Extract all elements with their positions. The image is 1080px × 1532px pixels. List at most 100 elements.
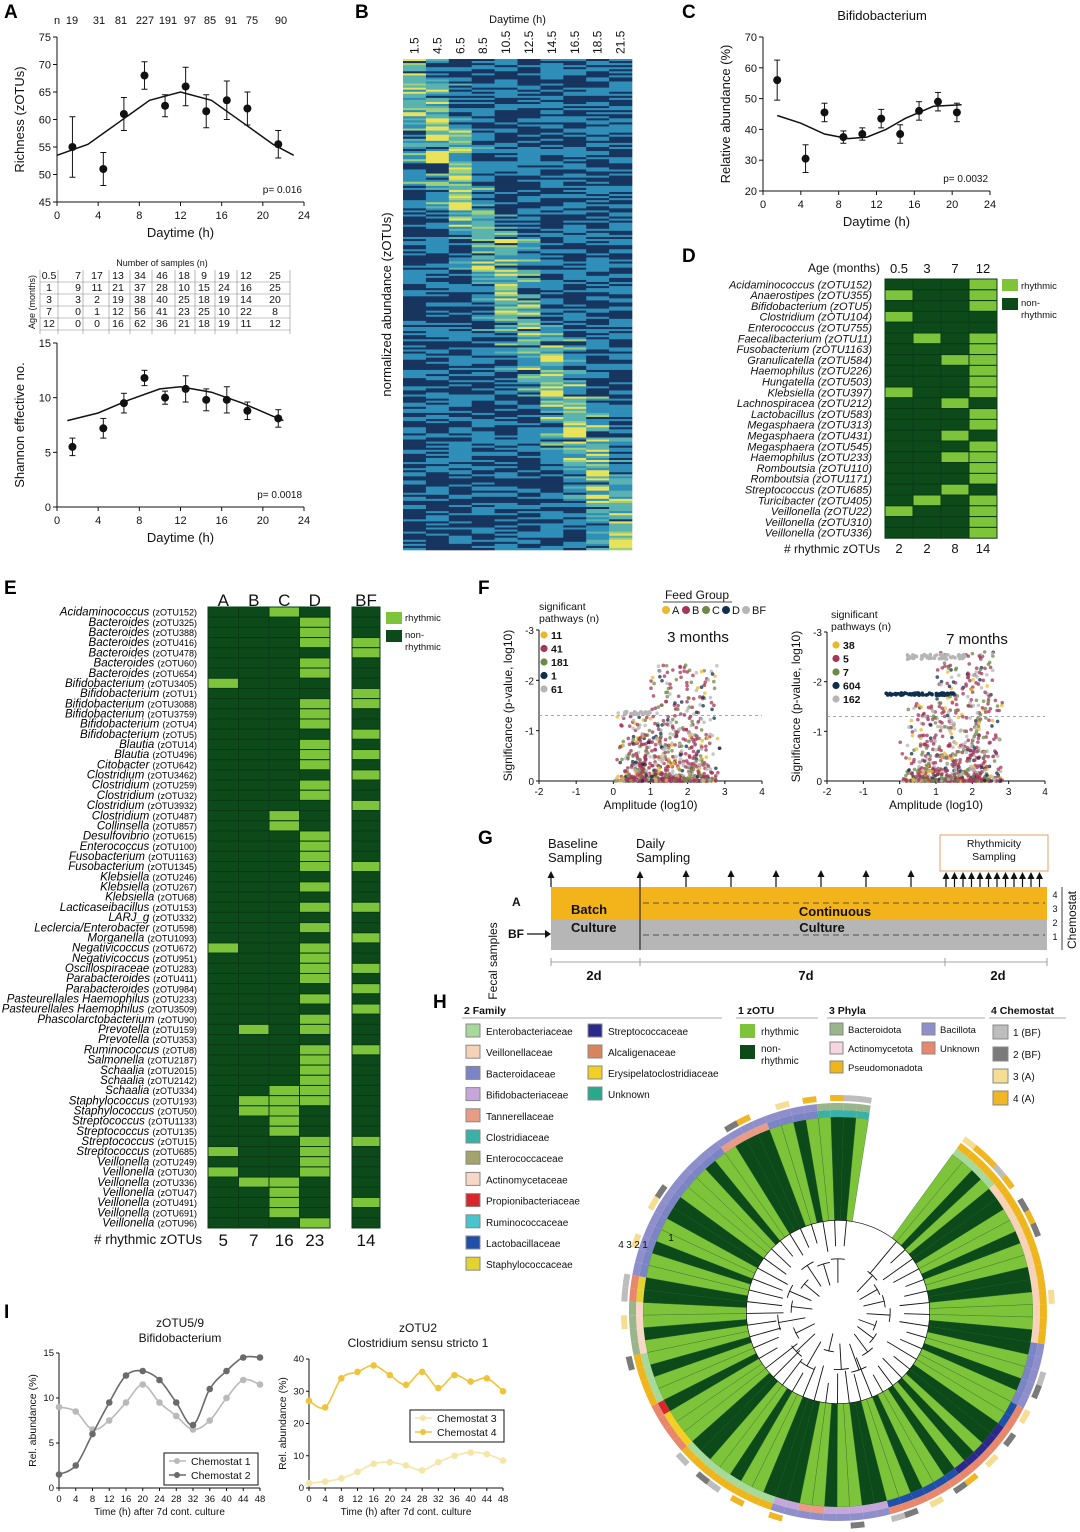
heatmap-cell: [207, 1084, 239, 1097]
heatmap-cell: [494, 296, 518, 299]
scatter-point: [682, 665, 687, 670]
heatmap-cell: [609, 531, 633, 534]
scatter-point: [643, 723, 647, 728]
heatmap-cell: [494, 333, 518, 336]
heatmap-cell: [448, 453, 472, 457]
heatmap-cell: [494, 63, 518, 66]
heatmap-cell: [425, 345, 450, 348]
heatmap-cell: [540, 243, 564, 246]
heatmap-cell: [517, 163, 541, 166]
heatmap-cell: [238, 606, 270, 618]
heatmap-cell: [448, 67, 472, 70]
heatmap-cell: [540, 138, 564, 142]
scatter-point: [628, 714, 633, 719]
heatmap-cell: [238, 952, 270, 964]
heatmap-cell: [563, 85, 587, 88]
heatmap-cell: [517, 511, 541, 514]
heatmap-cell: [540, 104, 564, 107]
scatter-point: [949, 757, 954, 761]
scatter-point: [978, 678, 982, 682]
heatmap-cell: [238, 1013, 270, 1025]
scatter-point: [971, 703, 976, 708]
scatter-point: [678, 712, 683, 716]
heatmap-cell: [403, 337, 427, 340]
heatmap-cell-bf: [351, 1146, 381, 1158]
heatmap-cell: [563, 478, 587, 481]
heatmap-cell: [299, 972, 331, 985]
scatter-point: [691, 696, 696, 701]
heatmap-cell: [448, 511, 472, 514]
heatmap-row-label: Leclercia/Enterobacter (zOTU598): [34, 922, 197, 934]
scatter-point: [690, 719, 694, 724]
table-cell: 37: [134, 282, 146, 294]
heatmap-cell: [609, 543, 633, 547]
heatmap-cell: [425, 414, 450, 418]
heatmap-cell: [425, 312, 450, 316]
heatmap-cell: [268, 789, 300, 801]
heatmap-cell: [586, 61, 610, 64]
heatmap-cell: [540, 316, 564, 320]
heatmap-cell: [494, 453, 518, 457]
scatter-point: [973, 758, 977, 763]
heatmap-cell: [609, 200, 633, 203]
heatmap-cell: [494, 388, 518, 391]
data-point: [99, 165, 108, 173]
scatter-point: [685, 709, 689, 713]
heatmap-cell: [563, 177, 587, 181]
heatmap-cell: [403, 269, 427, 273]
data-point: [68, 143, 77, 151]
heatmap-cell: [517, 296, 541, 299]
heatmap-cell: [494, 165, 518, 168]
sample-count: 227: [136, 15, 154, 27]
heatmap-row-label: Bacteroides (zOTU654): [89, 668, 197, 680]
heatmap-cell: [494, 212, 518, 215]
sig-legend-title-2: pathways (n): [539, 613, 599, 625]
heatmap-cell: [425, 359, 450, 363]
heatmap-cell: [609, 392, 633, 395]
scatter-point: [621, 779, 626, 783]
heatmap-cell: [609, 302, 633, 305]
table-cell: 18: [198, 318, 210, 330]
heatmap-cell: [403, 439, 427, 442]
scatter-point: [663, 766, 668, 771]
heatmap-cell: [403, 298, 427, 301]
heatmap-cell: [207, 1034, 239, 1046]
heatmap-cell: [448, 378, 472, 381]
scatter-point: [924, 767, 929, 772]
heatmap-cell: [403, 263, 427, 266]
heatmap-cell: [540, 486, 564, 489]
heatmap-cell: [563, 547, 587, 551]
scatter-point: [937, 747, 941, 752]
heatmap-cell: [471, 89, 495, 93]
heatmap-cell: [609, 97, 633, 101]
heatmap-cell: [268, 810, 300, 822]
heatmap-cell: [448, 183, 472, 187]
heatmap-cell: [586, 435, 610, 438]
heatmap-cell: [403, 220, 427, 223]
heatmap-cell: [425, 97, 450, 101]
heatmap-cell: [425, 439, 450, 442]
scatter-point: [935, 724, 940, 729]
heatmap-cell-bf: [351, 749, 381, 761]
heatmap-cell: [207, 881, 239, 893]
heatmap-cell: [540, 451, 564, 455]
scatter-point: [664, 778, 669, 783]
scatter-point: [702, 771, 707, 776]
heatmap-cell: [471, 482, 495, 485]
heatmap-cell: [540, 372, 564, 375]
scatter-point: [686, 731, 691, 735]
heatmap-cell: [425, 104, 450, 107]
scatter-point: [669, 763, 673, 768]
scatter-point: [671, 732, 676, 737]
heatmap-cell: [540, 523, 564, 526]
heatmap-cell: [517, 83, 541, 86]
heatmap-cell: [448, 220, 472, 223]
heatmap-cell: [540, 132, 564, 135]
heatmap-cell: [425, 449, 450, 453]
heatmap-cell: [940, 418, 970, 431]
heatmap-cell: [448, 380, 472, 383]
heatmap-cell: [425, 316, 450, 320]
p-value-annotation: p= 0.016: [263, 185, 303, 196]
heatmap-cell: [563, 198, 587, 201]
table-cell: 0: [94, 318, 100, 330]
